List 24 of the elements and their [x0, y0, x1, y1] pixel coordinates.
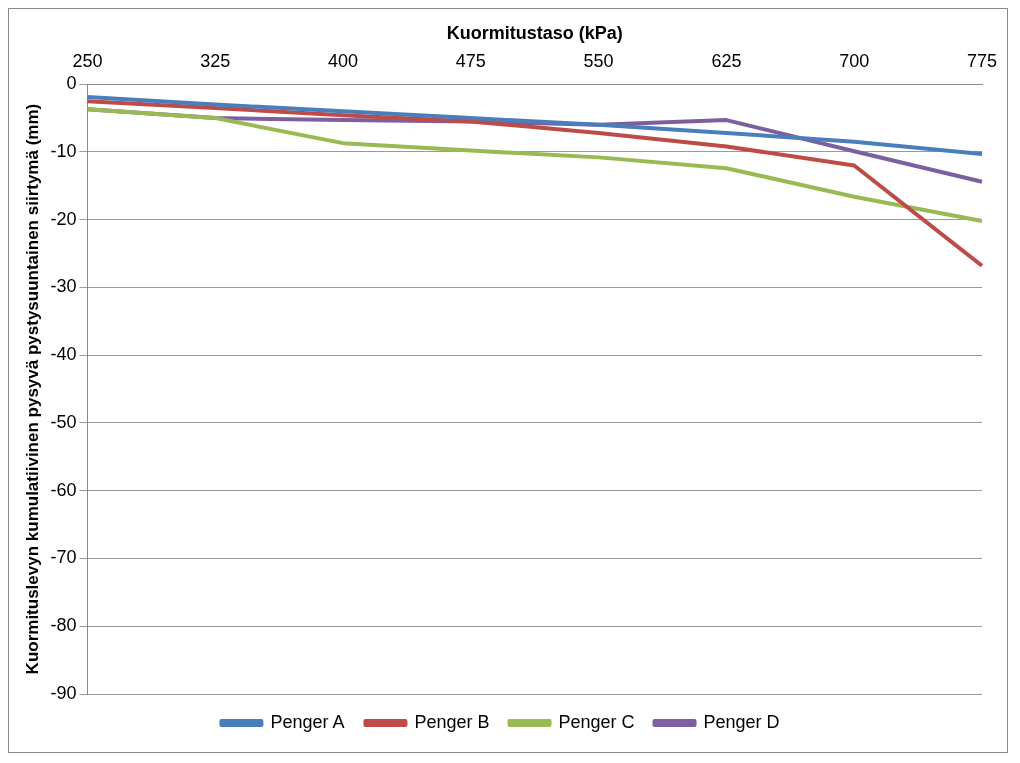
y-tick-label: -50 [50, 411, 77, 432]
x-tick-label: 325 [200, 51, 231, 72]
y-tick-label: -30 [50, 276, 77, 297]
legend-label: Penger B [414, 711, 490, 732]
x-axis-title: Kuormitustaso (kPa) [446, 22, 623, 43]
legend-label: Penger A [270, 711, 345, 732]
y-tick-label: -70 [50, 547, 77, 568]
x-tick-label: 475 [455, 51, 486, 72]
y-tick-label: -60 [50, 479, 77, 500]
y-tick-label: -90 [50, 682, 77, 703]
legend-label: Penger D [703, 711, 780, 732]
y-tick-label: -10 [50, 140, 77, 161]
x-tick-label: 250 [72, 51, 103, 72]
y-tick-label: -80 [50, 615, 77, 636]
legend-label: Penger C [558, 711, 635, 732]
y-tick-label: 0 [66, 73, 77, 94]
y-tick-label: -40 [50, 344, 77, 365]
x-tick-label: 625 [711, 51, 742, 72]
y-tick-label: -20 [50, 208, 77, 229]
x-tick-label: 550 [583, 51, 614, 72]
x-tick-label: 775 [966, 51, 998, 72]
y-axis-title: Kuormituslevyn kumulatiivinen pysyvä pystysuuntainen siirtymä (mm) [22, 103, 42, 675]
x-tick-label: 400 [327, 51, 359, 72]
x-tick-label: 700 [839, 51, 870, 72]
